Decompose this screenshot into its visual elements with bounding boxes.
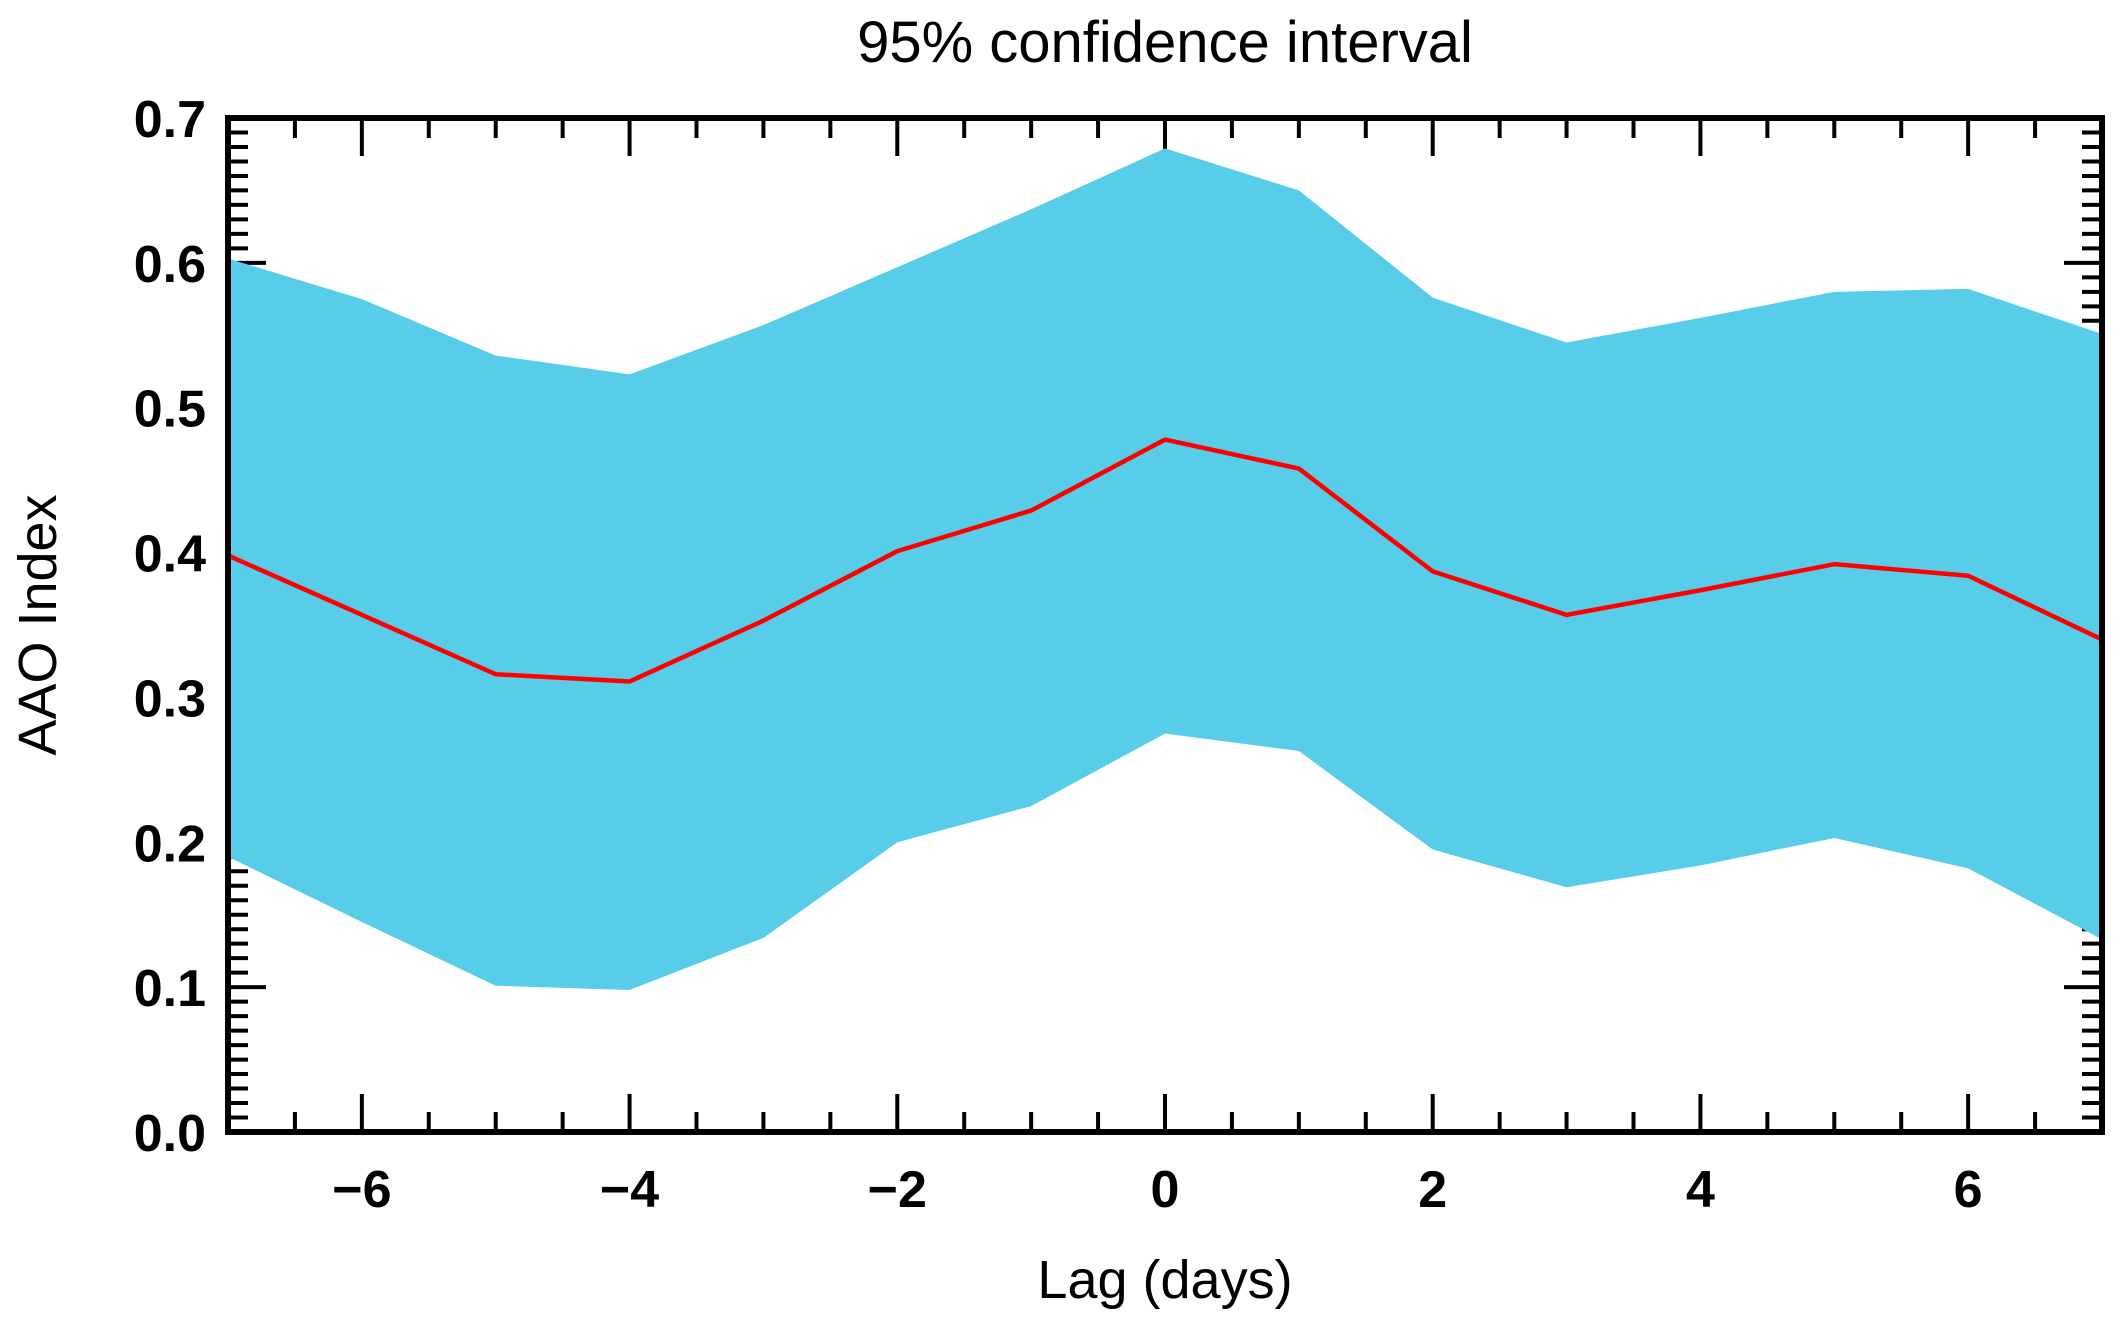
y-axis-label: AAO Index (8, 494, 68, 755)
y-tick-label: 0.0 (134, 1105, 206, 1163)
mean-line (225, 437, 2105, 684)
x-tick-label: 6 (1954, 1161, 1983, 1219)
confidence-band-area (228, 148, 2102, 991)
y-tick-label: 0.5 (134, 381, 206, 439)
plot-frame (225, 115, 2105, 1135)
y-tick-label: 0.7 (134, 91, 206, 149)
x-axis-label: Lag (days) (1037, 1250, 1292, 1310)
x-tick-label: 4 (1686, 1161, 1715, 1219)
chart-title: 95% confidence interval (857, 10, 1473, 75)
x-tick-label: 2 (1418, 1161, 1447, 1219)
y-tick-label: 0.1 (134, 960, 206, 1018)
y-tick-label: 0.4 (134, 526, 206, 584)
y-tick-label: 0.3 (134, 670, 206, 728)
x-tick-label: 0 (1151, 1161, 1180, 1219)
x-tick-label: −2 (868, 1161, 927, 1219)
y-tick-labels: 0.0 0.1 0.2 0.3 0.4 0.5 0.6 0.7 (134, 91, 206, 1163)
x-tick-label: −4 (600, 1161, 659, 1219)
y-tick-label: 0.6 (134, 236, 206, 294)
y-tick-label: 0.2 (134, 815, 206, 873)
x-tick-label: −6 (332, 1161, 391, 1219)
x-tick-labels: −6 −4 −2 0 2 4 6 (332, 1161, 1982, 1219)
